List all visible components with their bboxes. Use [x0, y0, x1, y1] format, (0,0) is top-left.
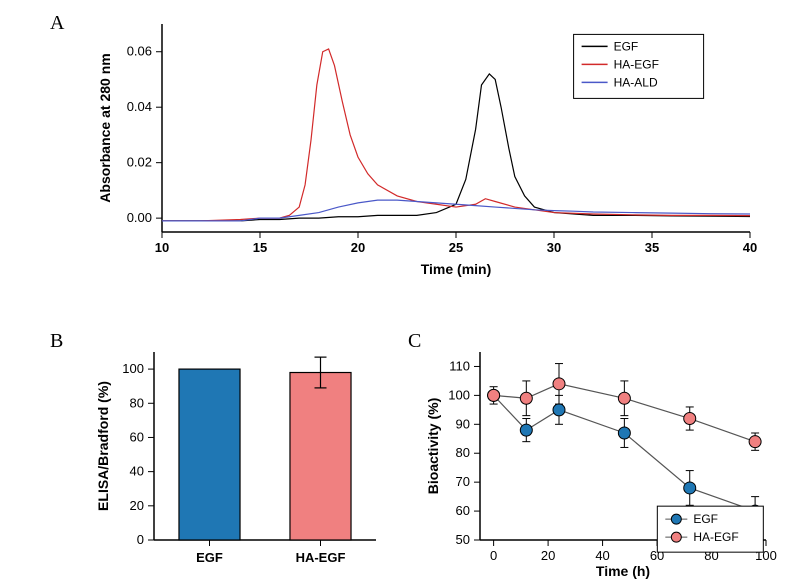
svg-text:0.02: 0.02	[127, 155, 152, 170]
svg-text:40: 40	[130, 464, 144, 479]
svg-text:EGF: EGF	[196, 550, 223, 565]
svg-text:EGF: EGF	[693, 512, 718, 526]
svg-text:Time (min): Time (min)	[421, 261, 492, 277]
svg-text:HA-EGF: HA-EGF	[614, 57, 659, 71]
svg-text:40: 40	[595, 548, 609, 563]
svg-text:110: 110	[449, 358, 470, 373]
panel-label-b: B	[50, 330, 63, 353]
svg-text:50: 50	[456, 532, 470, 547]
svg-text:HA-ALD: HA-ALD	[614, 75, 658, 89]
svg-text:35: 35	[645, 240, 659, 255]
svg-text:Bioactivity (%): Bioactivity (%)	[425, 398, 441, 494]
svg-text:70: 70	[456, 474, 470, 489]
svg-text:HA-EGF: HA-EGF	[296, 550, 346, 565]
svg-text:Time (h): Time (h)	[596, 563, 650, 579]
svg-text:25: 25	[449, 240, 463, 255]
svg-text:HA-EGF: HA-EGF	[693, 530, 738, 544]
panel-label-a: A	[50, 12, 64, 35]
svg-text:80: 80	[456, 445, 470, 460]
svg-text:EGF: EGF	[614, 39, 639, 53]
svg-text:15: 15	[253, 240, 267, 255]
elisa-bradford-chart: 0 20 40 60 80 100 ELISA/Bradford (%) EGF HA-EGF	[90, 340, 390, 580]
svg-text:0: 0	[137, 532, 144, 547]
svg-text:60: 60	[456, 503, 470, 518]
bioactivity-chart: 0204060801005060708090100110Time (h)Bioa…	[420, 340, 780, 580]
svg-text:100: 100	[448, 387, 470, 402]
svg-text:30: 30	[547, 240, 561, 255]
svg-text:0.06: 0.06	[127, 44, 152, 59]
svg-text:0: 0	[490, 548, 497, 563]
svg-text:100: 100	[122, 361, 144, 376]
svg-text:20: 20	[541, 548, 555, 563]
svg-text:80: 80	[130, 395, 144, 410]
svg-text:20: 20	[130, 498, 144, 513]
svg-text:60: 60	[130, 429, 144, 444]
svg-text:ELISA/Bradford (%): ELISA/Bradford (%)	[95, 381, 111, 511]
svg-text:40: 40	[743, 240, 757, 255]
svg-text:0.04: 0.04	[127, 99, 152, 114]
svg-text:0.00: 0.00	[127, 210, 152, 225]
svg-text:Absorbance at 280 nm: Absorbance at 280 nm	[97, 53, 113, 202]
svg-text:90: 90	[456, 416, 470, 431]
chromatogram-chart: 10 15 20 25 30 35 40 0.00 0.02 0.04 0.06 Time (min)…	[90, 10, 770, 280]
svg-text:20: 20	[351, 240, 365, 255]
svg-text:10: 10	[155, 240, 169, 255]
